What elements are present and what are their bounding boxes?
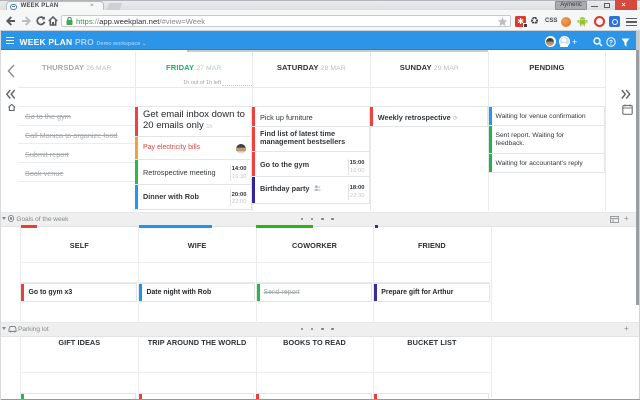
svg-text:?: ? [609,39,613,46]
